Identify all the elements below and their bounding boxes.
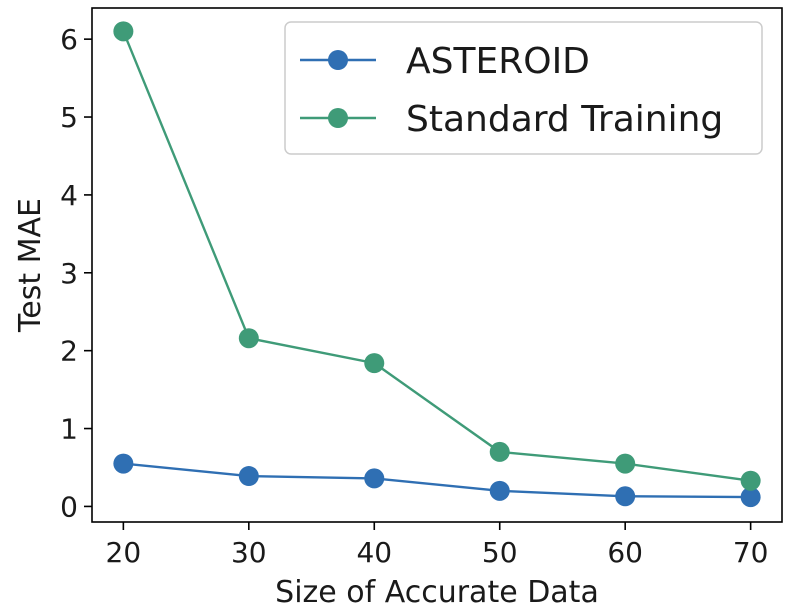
data-point	[489, 480, 510, 501]
y-axis-label: Test MAE	[13, 198, 48, 333]
x-tick-label: 30	[231, 536, 267, 569]
x-tick-label: 70	[733, 536, 769, 569]
series-layer	[113, 21, 761, 508]
x-tick-label: 60	[607, 536, 643, 569]
legend-label: Standard Training	[406, 99, 723, 140]
legend-marker	[328, 108, 348, 128]
data-point	[364, 353, 385, 374]
data-point	[238, 466, 259, 487]
x-axis-label: Size of Accurate Data	[275, 575, 599, 610]
data-point	[364, 468, 385, 489]
y-tick-label: 4	[60, 179, 78, 212]
data-point	[113, 21, 134, 42]
data-point	[238, 328, 259, 349]
y-tick-label: 5	[60, 101, 78, 134]
y-tick-label: 0	[60, 490, 78, 523]
y-tick-label: 6	[60, 23, 78, 56]
legend-box	[284, 21, 763, 155]
series-line	[123, 462, 751, 499]
ticks-layer: 20 30 40 50 60 70 0 1 2 3 4 5 6	[60, 23, 768, 569]
y-tick-label: 1	[60, 413, 78, 446]
data-point	[740, 487, 761, 508]
data-point	[113, 453, 134, 474]
data-point	[489, 441, 510, 462]
series-line	[122, 30, 751, 482]
data-point	[615, 453, 636, 474]
plot-frame	[91, 7, 783, 523]
y-tick-label: 2	[60, 335, 78, 368]
x-tick-label: 20	[106, 536, 142, 569]
legend-marker	[328, 50, 348, 70]
data-point	[615, 486, 636, 507]
data-point	[740, 470, 761, 491]
y-tick-label: 3	[60, 257, 78, 290]
x-tick-label: 50	[482, 536, 518, 569]
legend-label: ASTEROID	[406, 41, 590, 82]
x-tick-label: 40	[356, 536, 392, 569]
legend: ASTEROID Standard Training	[284, 21, 763, 155]
